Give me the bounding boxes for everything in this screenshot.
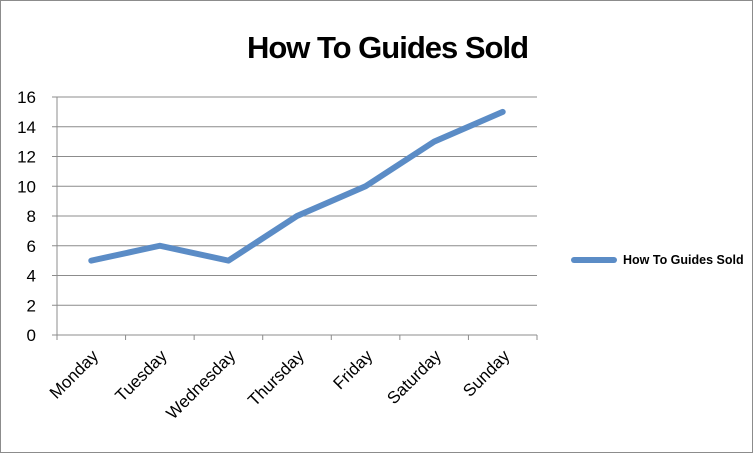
x-tick-label: Friday [330,346,377,393]
legend: How To Guides Sold [571,253,744,267]
x-tick-label: Thursday [244,346,308,410]
y-tick-label: 0 [27,326,36,345]
x-tick-label: Tuesday [112,346,171,405]
y-tick-label: 12 [17,148,36,167]
series-lines [88,108,506,264]
axes [52,96,538,340]
gridlines [57,96,537,306]
x-tick-label: Monday [46,346,103,403]
y-tick-label: 4 [27,267,36,286]
legend-label: How To Guides Sold [623,253,744,267]
y-tick-label: 14 [17,118,36,137]
x-tick-label: Saturday [383,346,445,408]
y-tick-label: 16 [17,88,36,107]
y-axis-tick-labels: 0 2 4 6 8 10 12 14 16 [17,88,36,345]
x-tick-label: Wednesday [163,346,240,423]
y-tick-label: 2 [27,296,36,315]
y-tick-label: 8 [27,207,36,226]
x-tick-label: Sunday [459,346,514,401]
y-tick-label: 10 [17,177,36,196]
chart-title: How To Guides Sold [246,30,529,65]
y-tick-label: 6 [27,237,36,256]
